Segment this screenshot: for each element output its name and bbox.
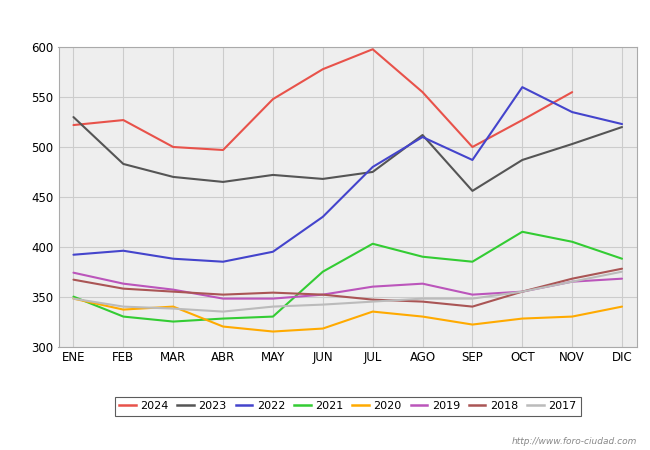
Text: http://www.foro-ciudad.com: http://www.foro-ciudad.com	[512, 436, 637, 446]
Text: Afiliados en Alcántara a 30/11/2024: Afiliados en Alcántara a 30/11/2024	[176, 12, 474, 31]
Legend: 2024, 2023, 2022, 2021, 2020, 2019, 2018, 2017: 2024, 2023, 2022, 2021, 2020, 2019, 2018…	[114, 397, 581, 416]
